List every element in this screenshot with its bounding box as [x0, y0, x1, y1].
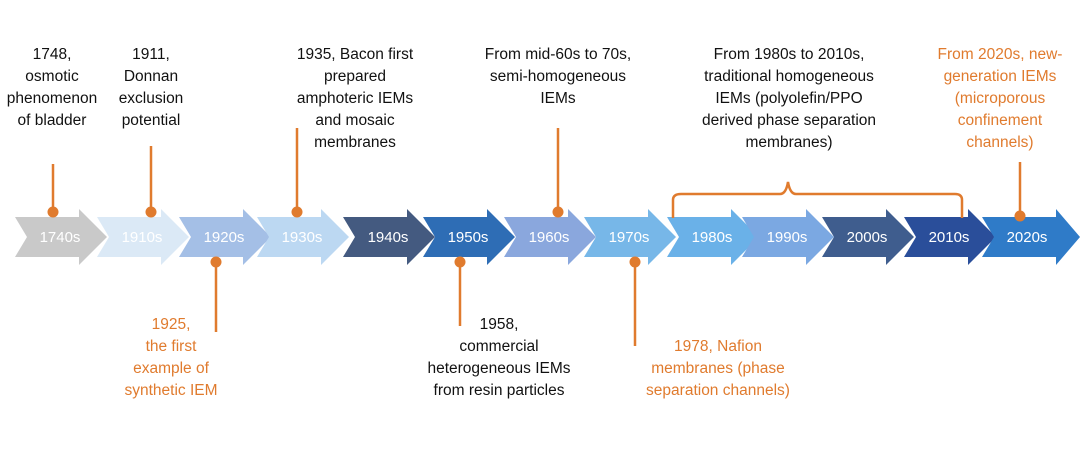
decade-arrow-1980s — [667, 209, 759, 265]
event-dot-1978 — [629, 256, 641, 268]
decade-label-1740s: 1740s — [39, 229, 81, 246]
event-connectors — [47, 128, 1026, 346]
decade-arrow-1910s — [97, 209, 189, 265]
decade-label-1920s: 1920s — [203, 229, 245, 246]
event-dot-1748 — [47, 206, 59, 218]
event-1925-text: 1925, the first example of synthetic IEM — [124, 316, 218, 399]
decade-label-1970s: 1970s — [608, 229, 650, 246]
decade-arrow-1920s — [179, 209, 271, 265]
decade-label-1940s: 1940s — [367, 229, 409, 246]
decade-arrow-1940s — [343, 209, 435, 265]
decade-label-1950s: 1950s — [447, 229, 489, 246]
event-dot-1958 — [454, 256, 466, 268]
decade-label-1930s: 1930s — [281, 229, 323, 246]
event-1980s-2010s-text: From 1980s to 2010s, traditional homogen… — [701, 46, 877, 151]
event-dot-1935 — [291, 206, 303, 218]
event-1960s-text: From mid-60s to 70s, semi-homogeneous IE… — [484, 46, 632, 107]
decade-label-1910s: 1910s — [121, 229, 163, 246]
decade-label-2000s: 2000s — [846, 229, 888, 246]
decade-arrows — [15, 209, 1080, 265]
decade-arrow-2010s — [904, 209, 996, 265]
decade-label-2020s: 2020s — [1006, 229, 1048, 246]
decade-label-2010s: 2010s — [928, 229, 970, 246]
decade-arrow-1740s — [15, 209, 107, 265]
event-1958-text: 1958, commercial heterogeneous IEMs from… — [427, 316, 571, 399]
event-1748-text: 1748, osmotic phenomenon of bladder — [6, 46, 98, 129]
event-1978-text: 1978, Nafion membranes (phase separation… — [646, 338, 790, 399]
event-dot-2020s — [1014, 210, 1026, 222]
decade-label-1960s: 1960s — [528, 229, 570, 246]
decade-arrow-1970s — [584, 209, 676, 265]
event-dot-1911 — [145, 206, 157, 218]
brace-1980s-2010s — [671, 181, 964, 218]
event-2020s-text: From 2020s, new- generation IEMs (microp… — [937, 46, 1063, 151]
decade-arrow-1960s — [504, 209, 596, 265]
decade-arrow-1930s — [257, 209, 349, 265]
decade-label-1980s: 1980s — [691, 229, 733, 246]
decade-label-1990s: 1990s — [766, 229, 808, 246]
event-1911-text: 1911, Donnan exclusion potential — [118, 46, 184, 129]
decade-arrow-2000s — [822, 209, 914, 265]
decade-arrow-1950s — [423, 209, 515, 265]
event-dot-1925 — [210, 256, 222, 268]
event-dot-1960s — [552, 206, 564, 218]
decade-arrow-2020s — [982, 209, 1080, 265]
decade-arrow-1990s — [742, 209, 834, 265]
event-1935-text: 1935, Bacon first prepared amphoteric IE… — [296, 46, 414, 151]
